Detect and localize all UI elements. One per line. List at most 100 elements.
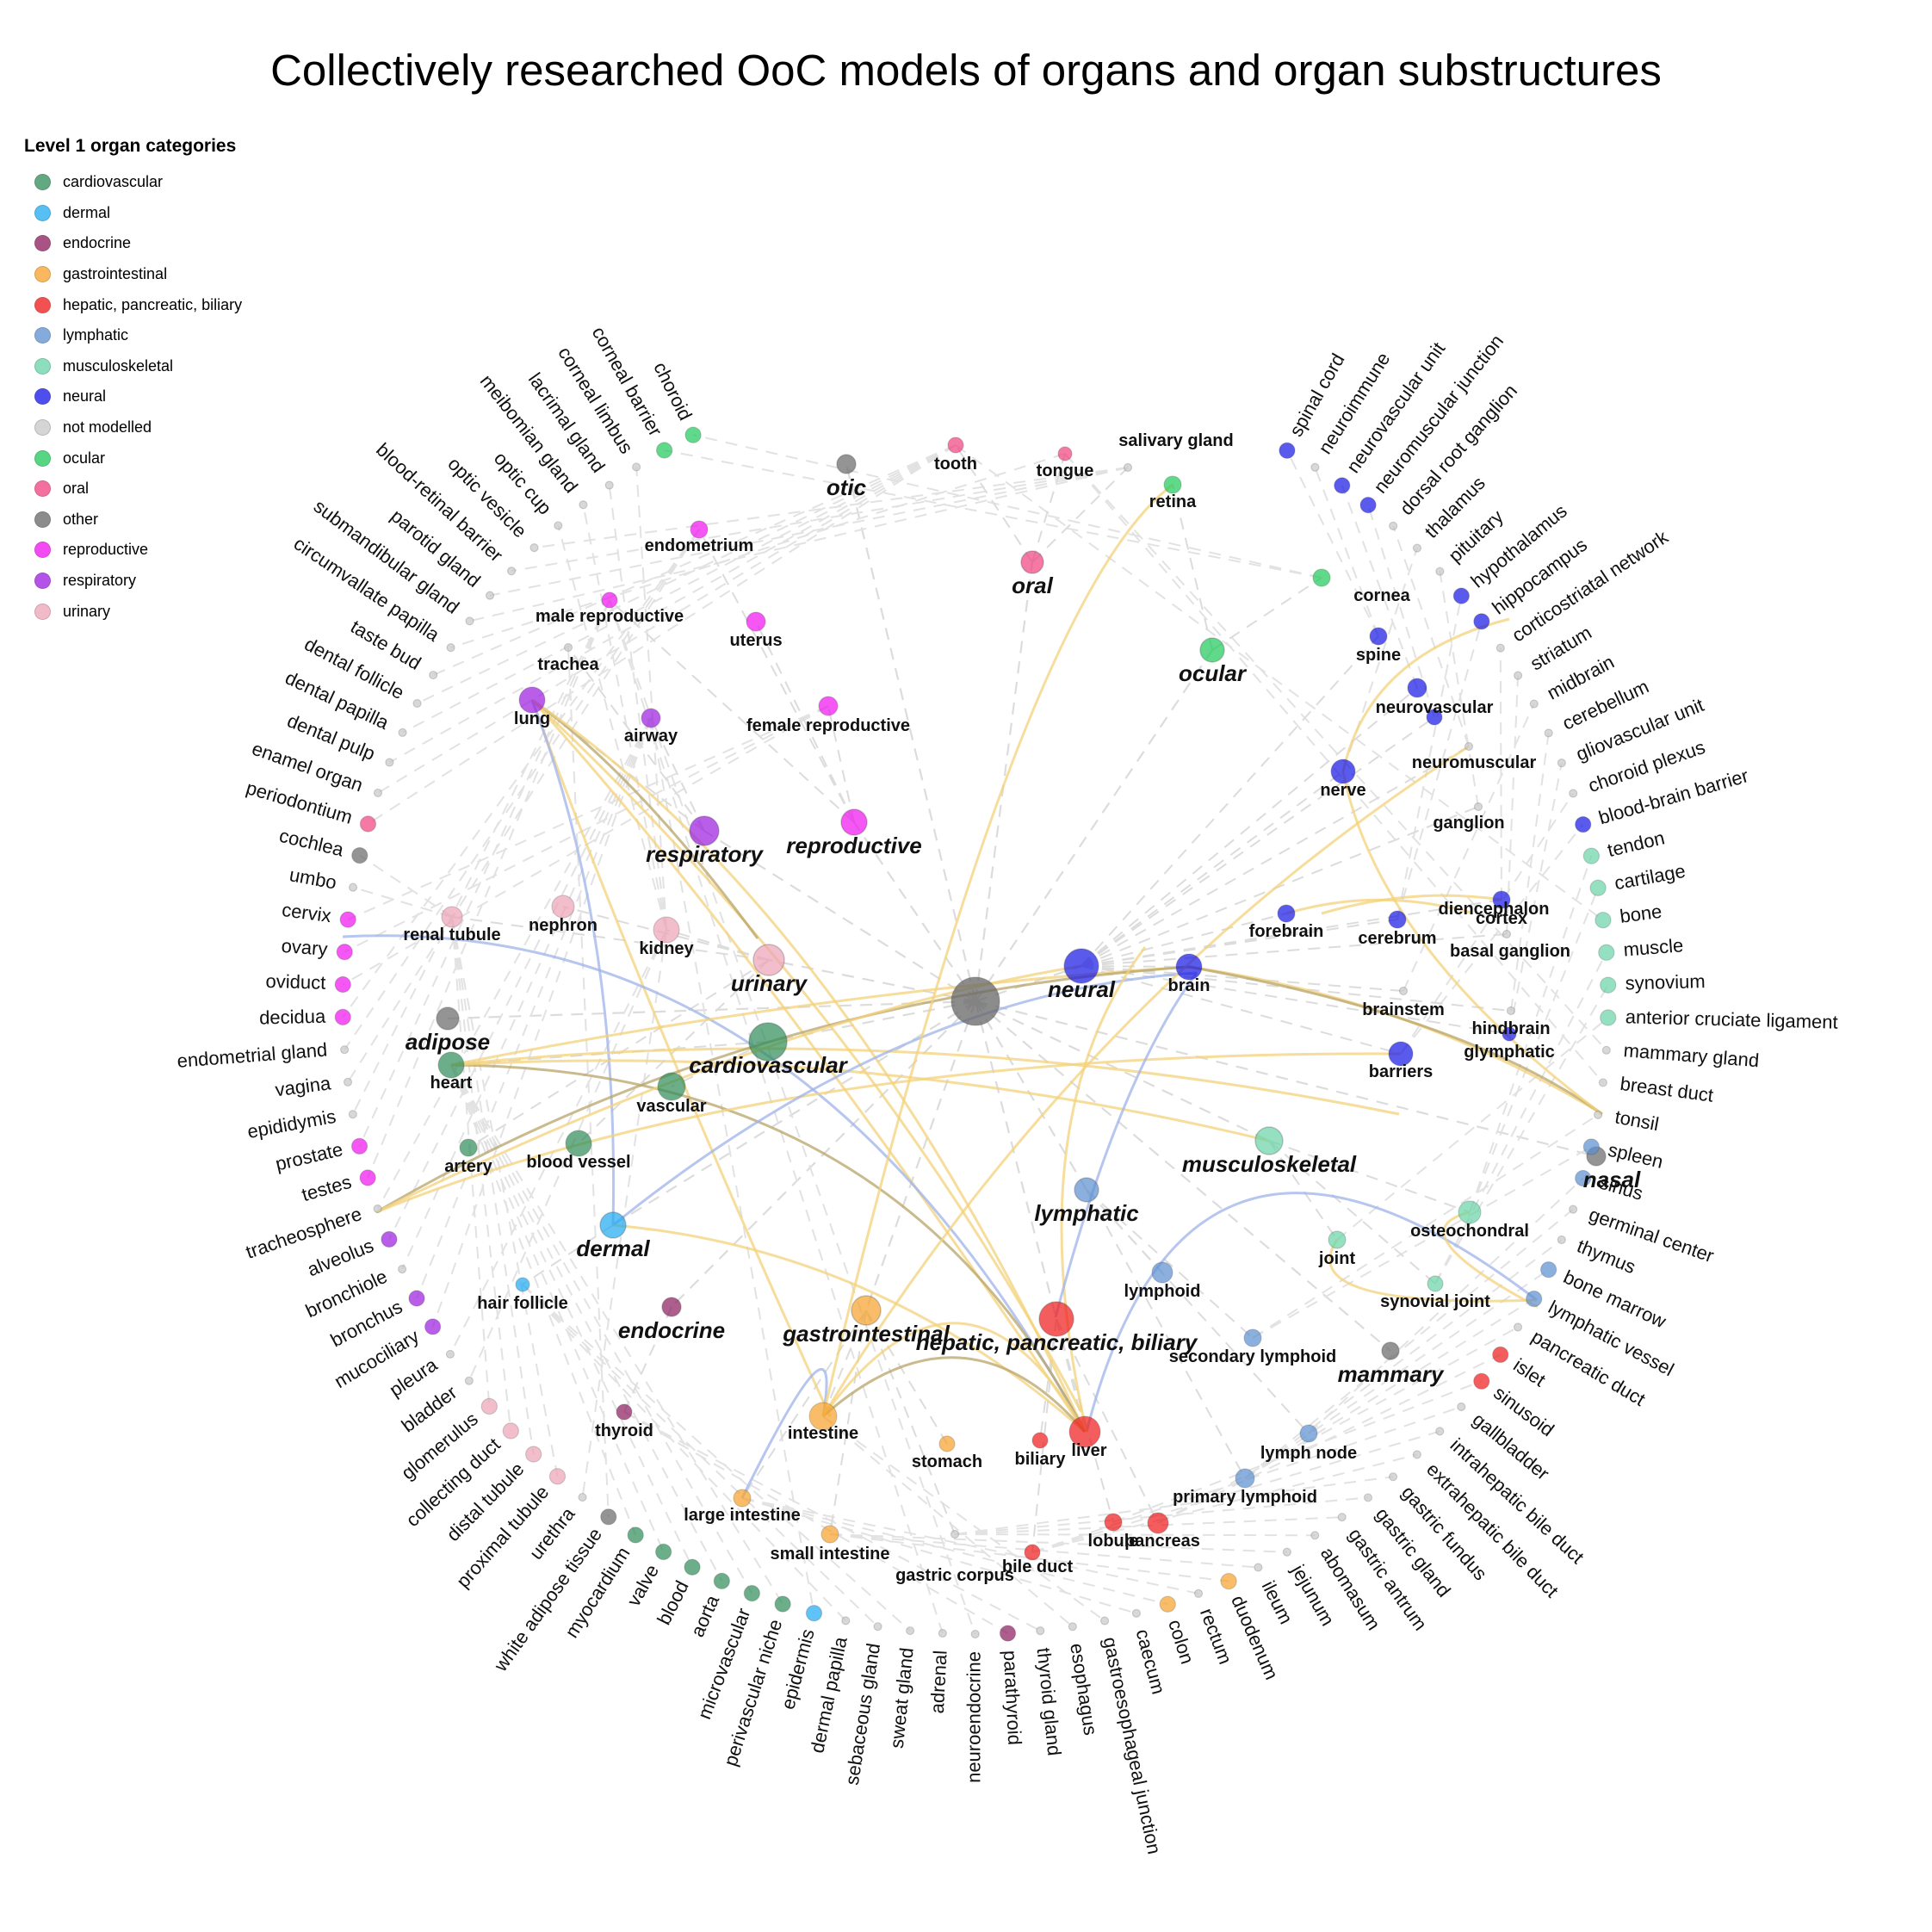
- spoke-line: [402, 444, 957, 734]
- spoke-line: [612, 1000, 976, 1226]
- level2-node-uterus: [746, 611, 766, 632]
- nodes: [334, 426, 1617, 1642]
- spoke-line: [469, 467, 1129, 622]
- spoke-line: [1469, 855, 1593, 1213]
- leaf-label-caecum: caecum: [1132, 1627, 1170, 1697]
- spoke-line: [1510, 733, 1550, 1012]
- spoke-line: [450, 1064, 753, 1595]
- connection-curve: [530, 698, 1083, 1413]
- level2-label-bile-duct: bile duct: [1002, 1557, 1074, 1576]
- level2-node-biliary: [1031, 1432, 1049, 1449]
- leaf-node-gastric-gland: [1363, 1493, 1373, 1502]
- spoke-line: [864, 1000, 977, 1311]
- spoke-line: [829, 1533, 1287, 1553]
- leaf-node-testes: [359, 1169, 376, 1186]
- legend-label: other: [63, 510, 99, 528]
- legend-item-not-modelled: not modelled: [24, 412, 308, 443]
- spoke-line: [450, 1064, 637, 1536]
- level1-node-neural: [1063, 948, 1099, 984]
- spoke-line: [352, 886, 453, 918]
- leaf-node-dermal-papilla: [841, 1616, 851, 1625]
- spoke-line: [1367, 505, 1435, 718]
- leaf-node-valve: [654, 1543, 672, 1561]
- level2-node-cortex: [1492, 890, 1511, 909]
- level2-label-basal-ganglion: basal ganglion: [1450, 942, 1570, 961]
- level2-label-ganglion: ganglion: [1433, 814, 1504, 833]
- level1-label-nasal: nasal: [1583, 1167, 1641, 1192]
- spoke-line: [1056, 1318, 1159, 1524]
- level1-label-dermal: dermal: [576, 1235, 650, 1261]
- level2-node-tongue: [1057, 446, 1073, 461]
- legend-item-hepatic-pancreatic-biliary: hepatic, pancreatic, biliary: [24, 289, 308, 320]
- legend-label: urinary: [63, 602, 111, 620]
- leaf-node-sinus: [1574, 1169, 1592, 1187]
- spoke-line: [401, 717, 652, 1270]
- spoke-line: [698, 529, 855, 823]
- leaf-node-breast-duct: [1598, 1078, 1608, 1087]
- level2-node-pancreas: [1147, 1512, 1169, 1534]
- spoke-line: [1086, 1189, 1254, 1339]
- leaf-node-gallbladder: [1457, 1402, 1466, 1412]
- spoke-line: [1286, 449, 1379, 637]
- spoke-line: [974, 561, 1034, 1002]
- legend-item-oral: oral: [24, 474, 308, 505]
- connection-curve: [450, 1063, 1087, 1433]
- spoke-line: [1342, 548, 1418, 772]
- level2-node-thyroid: [616, 1403, 633, 1421]
- leaf-node-cartilage: [1589, 879, 1607, 896]
- spoke-line: [975, 1000, 1391, 1352]
- diagram-title: Collectively researched OoC models of or…: [270, 46, 1662, 95]
- spoke-line: [449, 929, 667, 1355]
- level2-label-glymphatic: glymphatic: [1464, 1043, 1555, 1062]
- leaf-node-sebaceous-gland: [873, 1622, 882, 1632]
- level1-node-endocrine: [661, 1297, 682, 1317]
- spoke-line: [954, 1533, 1316, 1537]
- level1-node-respiratory: [689, 815, 720, 846]
- spoke-line: [447, 1000, 976, 1020]
- spoke-line: [1341, 485, 1418, 689]
- spoke-line: [1081, 965, 1404, 992]
- spoke-line: [975, 1000, 1087, 1191]
- level2-node-stomach: [938, 1435, 956, 1452]
- level2-node-gastric-corpus: [950, 1529, 960, 1539]
- connection-curve: [1328, 1239, 1538, 1303]
- leaf-label-oviduct: oviduct: [265, 970, 325, 994]
- legend-marker: [34, 327, 51, 344]
- leaf-node-prostate: [350, 1137, 368, 1155]
- leaf-node-neuroendocrine: [970, 1629, 980, 1639]
- level2-node-blood-vessel: [565, 1130, 592, 1157]
- legend-label: hepatic, pancreatic, biliary: [63, 295, 243, 313]
- leaf-label-colon: colon: [1164, 1617, 1198, 1667]
- spoke-line: [1081, 806, 1479, 967]
- leaf-node-jejunum: [1282, 1547, 1291, 1557]
- spoke-line: [416, 717, 652, 1299]
- leaf-node-distal-tubule: [525, 1446, 542, 1463]
- level2-node-hair-follicle: [515, 1277, 530, 1292]
- legend-marker: [34, 542, 51, 559]
- leaf-node-corneal-limbus: [632, 462, 641, 472]
- leaf-node-sinusoid: [1473, 1372, 1490, 1390]
- level2-label-stomach: stomach: [912, 1452, 982, 1471]
- level2-label-thyroid: thyroid: [595, 1421, 653, 1440]
- level2-node-spine: [1369, 627, 1388, 646]
- spoke-line: [1469, 887, 1600, 1213]
- legend-marker: [34, 266, 51, 283]
- connection-curve: [375, 1052, 1401, 1214]
- legend-label: dermal: [63, 203, 111, 221]
- leaf-node-tracheosphere: [373, 1204, 382, 1214]
- leaf-node-colon: [1159, 1595, 1176, 1613]
- level2-label-retina: retina: [1149, 492, 1197, 511]
- level2-label-hindbrain: hindbrain: [1471, 1019, 1550, 1038]
- spoke-line: [450, 1064, 783, 1605]
- spoke-line: [1211, 577, 1322, 651]
- leaf-node-extrahepatic-bile-duct: [1412, 1450, 1421, 1459]
- level2-label-synovial-joint: synovial joint: [1380, 1292, 1490, 1311]
- spoke-line: [1244, 1208, 1574, 1479]
- connection-curve: [530, 698, 1087, 1433]
- leaf-label-endometrial-gland: endometrial gland: [176, 1039, 328, 1072]
- leaf-label-blood: blood: [653, 1577, 692, 1628]
- leaf-node-vagina: [343, 1077, 353, 1087]
- level1-node-cardiovascular: [748, 1022, 788, 1062]
- connection-curve: [450, 1059, 1270, 1142]
- leaf-node-enamel-organ: [373, 788, 383, 798]
